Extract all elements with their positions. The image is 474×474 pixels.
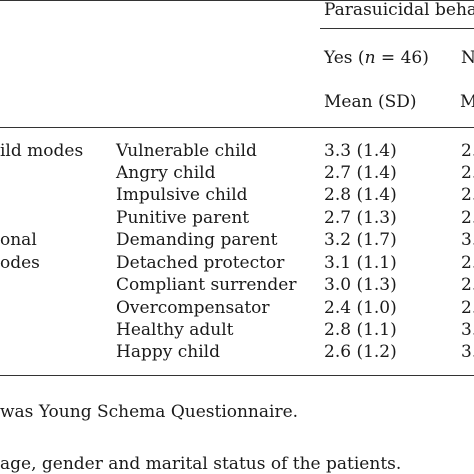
row-no-value: 2. [461,185,474,205]
column-header-no: N [461,48,474,68]
row-no-value: 2. [461,298,474,318]
row-mode-label: Overcompensator [116,298,270,318]
row-mode-label: Happy child [116,342,220,362]
footnote-adjustment: age, gender and marital status of the pa… [0,454,402,474]
group-label-child-modes: ild modes [0,141,84,161]
row-yes-value: 2.4 (1.0) [324,298,397,318]
group-label-modes: odes [0,253,40,273]
column-header-yes: Yes (n = 46) [324,50,429,67]
yes-label-n: n [364,48,376,68]
yes-label-prefix: Yes ( [324,48,365,68]
header-bottom-rule [0,127,474,128]
row-no-value: 3. [461,342,474,362]
row-no-value: 2. [461,253,474,273]
row-yes-value: 3.3 (1.4) [324,141,397,161]
row-yes-value: 3.0 (1.3) [324,275,397,295]
table-bottom-rule [0,375,474,376]
row-yes-value: 2.8 (1.1) [324,320,397,340]
row-yes-value: 2.6 (1.2) [324,342,397,362]
row-no-value: 2. [461,208,474,228]
row-no-value: 2. [461,141,474,161]
row-mode-label: Impulsive child [116,185,248,205]
group-label-dysfunctional: onal [0,230,37,250]
column-group-header: Parasuicidal behav [324,0,474,20]
row-mode-label: Vulnerable child [116,141,257,161]
yes-label-suffix: = 46) [375,48,429,68]
stat-header-no: M [460,92,474,112]
row-mode-label: Angry child [116,163,216,183]
footnote-questionnaire: was Young Schema Questionnaire. [0,402,299,422]
row-no-value: 2. [461,275,474,295]
row-yes-value: 2.7 (1.4) [324,163,397,183]
row-yes-value: 3.1 (1.1) [324,253,397,273]
row-yes-value: 3.2 (1.7) [324,230,397,250]
row-no-value: 3. [461,230,474,250]
row-yes-value: 2.8 (1.4) [324,185,397,205]
table-top-rule [0,0,474,1]
row-mode-label: Demanding parent [116,230,278,250]
row-mode-label: Punitive parent [116,208,250,228]
stat-header-yes: Mean (SD) [324,92,417,112]
row-no-value: 3. [461,320,474,340]
header-group-rule [320,28,474,29]
row-mode-label: Healthy adult [116,320,234,340]
row-yes-value: 2.7 (1.3) [324,208,397,228]
row-mode-label: Detached protector [116,253,285,273]
row-no-value: 2. [461,163,474,183]
row-mode-label: Compliant surrender [116,275,297,295]
